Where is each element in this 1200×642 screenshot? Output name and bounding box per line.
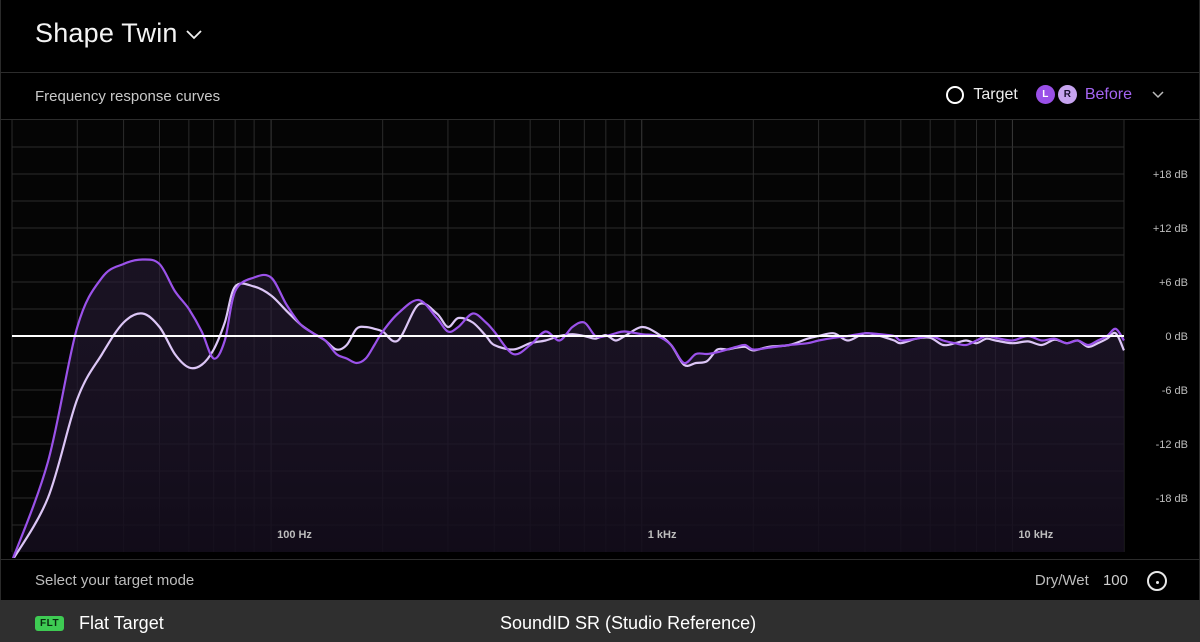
dry-wet-label: Dry/Wet	[1034, 572, 1089, 589]
y-tick-label: +12 dB	[1153, 223, 1188, 235]
x-tick-label: 1 kHz	[648, 529, 677, 541]
chart-title: Frequency response curves	[35, 88, 221, 105]
legend: Target L R Before	[946, 85, 1164, 104]
footer: Select your target mode Dry/Wet 100	[0, 559, 1200, 601]
profile-name[interactable]: SoundID SR (Studio Reference)	[500, 613, 757, 633]
dry-wet-knob-icon[interactable]	[1147, 571, 1167, 591]
target-mode-selector[interactable]: Select your target mode	[35, 572, 195, 589]
chevron-down-icon	[185, 29, 202, 39]
before-label: Before	[1084, 85, 1132, 103]
chart-toolbar: Frequency response curves Target L R Bef…	[0, 73, 1200, 120]
y-tick-label: -18 dB	[1156, 493, 1188, 505]
plugin-title: Shape Twin	[35, 18, 178, 48]
header: Shape Twin	[0, 0, 1200, 73]
dry-wet-control: Dry/Wet 100	[1035, 572, 1128, 589]
x-tick-label: 100 Hz	[277, 529, 312, 541]
target-ring-icon	[946, 85, 965, 104]
dry-wet-value[interactable]: 100	[1102, 572, 1128, 589]
chevron-down-icon	[1152, 90, 1164, 98]
y-tick-label: -6 dB	[1162, 385, 1188, 397]
bottom-bar: FLT Flat Target SoundID SR (Studio Refer…	[0, 600, 1200, 642]
left-channel-curve	[11, 258, 1125, 558]
frequency-response-chart: +18 dB +12 dB +6 dB 0 dB -6 dB -12 dB -18 dB 10…	[11, 120, 1188, 558]
plugin-title-dropdown[interactable]: Shape Twin	[35, 18, 202, 49]
y-tick-label: 0 dB	[1165, 331, 1188, 343]
target-toggle[interactable]: Target	[946, 85, 1018, 104]
x-tick-label: 10 kHz	[1018, 529, 1053, 541]
y-tick-label: -12 dB	[1156, 439, 1188, 451]
target-label: Target	[973, 85, 1018, 103]
y-tick-label: +18 dB	[1153, 169, 1188, 181]
right-channel-badge: R	[1057, 85, 1077, 104]
before-dropdown[interactable]: L R Before	[1035, 85, 1164, 104]
right-channel-curve	[12, 282, 1126, 558]
y-tick-label: +6 dB	[1159, 277, 1188, 289]
target-name[interactable]: Flat Target	[79, 613, 164, 633]
left-channel-badge: L	[1035, 85, 1055, 104]
response-fill-area	[12, 259, 1124, 558]
flt-badge: FLT	[35, 616, 65, 631]
